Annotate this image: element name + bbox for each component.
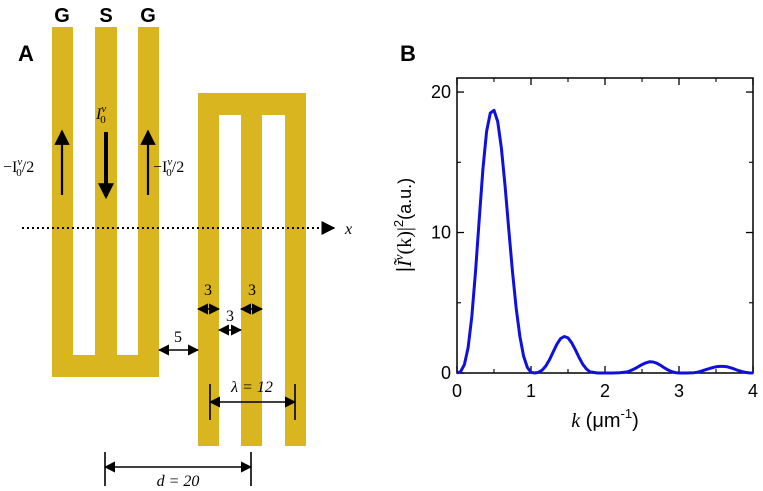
current-label-left: −Iν 0/2 (3, 156, 34, 179)
detector-top-bar (198, 93, 306, 115)
label-s: S (99, 5, 112, 27)
dim-spacing: 3 (226, 308, 234, 325)
plot-frame (456, 77, 754, 374)
detector-strip-right (285, 93, 306, 446)
spectrum-curve (456, 108, 754, 375)
x-tick-label: 2 (600, 381, 610, 401)
axis-ticks: 0 1 2 3 4 0 10 20 (431, 78, 758, 401)
panel-a: A G S G Iν 0 −Iν 0/2 −Iν 0/2 (3, 5, 352, 490)
detector-strip-middle (241, 93, 262, 446)
current-label-center: Iν 0 (95, 103, 106, 126)
detector-strip-left (198, 93, 219, 446)
electrode-bottom-bar (52, 355, 159, 377)
current-label-right: −Iν 0/2 (153, 156, 184, 179)
label-g-right: G (140, 5, 156, 27)
x-axis-label: x (344, 221, 352, 238)
y-tick-label: 0 (441, 363, 451, 383)
dim-width-right: 3 (248, 282, 256, 299)
gsg-electrode (52, 27, 159, 377)
label-g-left: G (54, 5, 70, 27)
dim-distance: d = 20 (157, 473, 200, 490)
ground-strip-right (138, 27, 159, 377)
panel-b-label: B (400, 41, 416, 66)
signal-strip (95, 27, 117, 377)
detector-electrode (198, 93, 306, 446)
dim-lambda: λ = 12 (230, 379, 273, 396)
y-tick-label: 20 (431, 82, 451, 102)
x-tick-label: 0 (452, 381, 462, 401)
x-tick-label: 3 (674, 381, 684, 401)
y-axis-label: |Ĩν(k)|2(a.u.) (391, 178, 416, 272)
dim-gap: 5 (174, 329, 182, 346)
panel-b: B 0 1 2 3 4 0 10 20 |Ĩν(k)|2(a.u.) k (μm-1) (391, 41, 758, 432)
panel-a-label: A (18, 41, 34, 66)
x-tick-label: 4 (748, 381, 758, 401)
ground-strip-left (52, 27, 73, 377)
x-tick-label: 1 (526, 381, 536, 401)
y-tick-label: 10 (431, 223, 451, 243)
x-axis-label-b: k (μm-1) (571, 406, 639, 432)
dim-width-left: 3 (204, 282, 212, 299)
